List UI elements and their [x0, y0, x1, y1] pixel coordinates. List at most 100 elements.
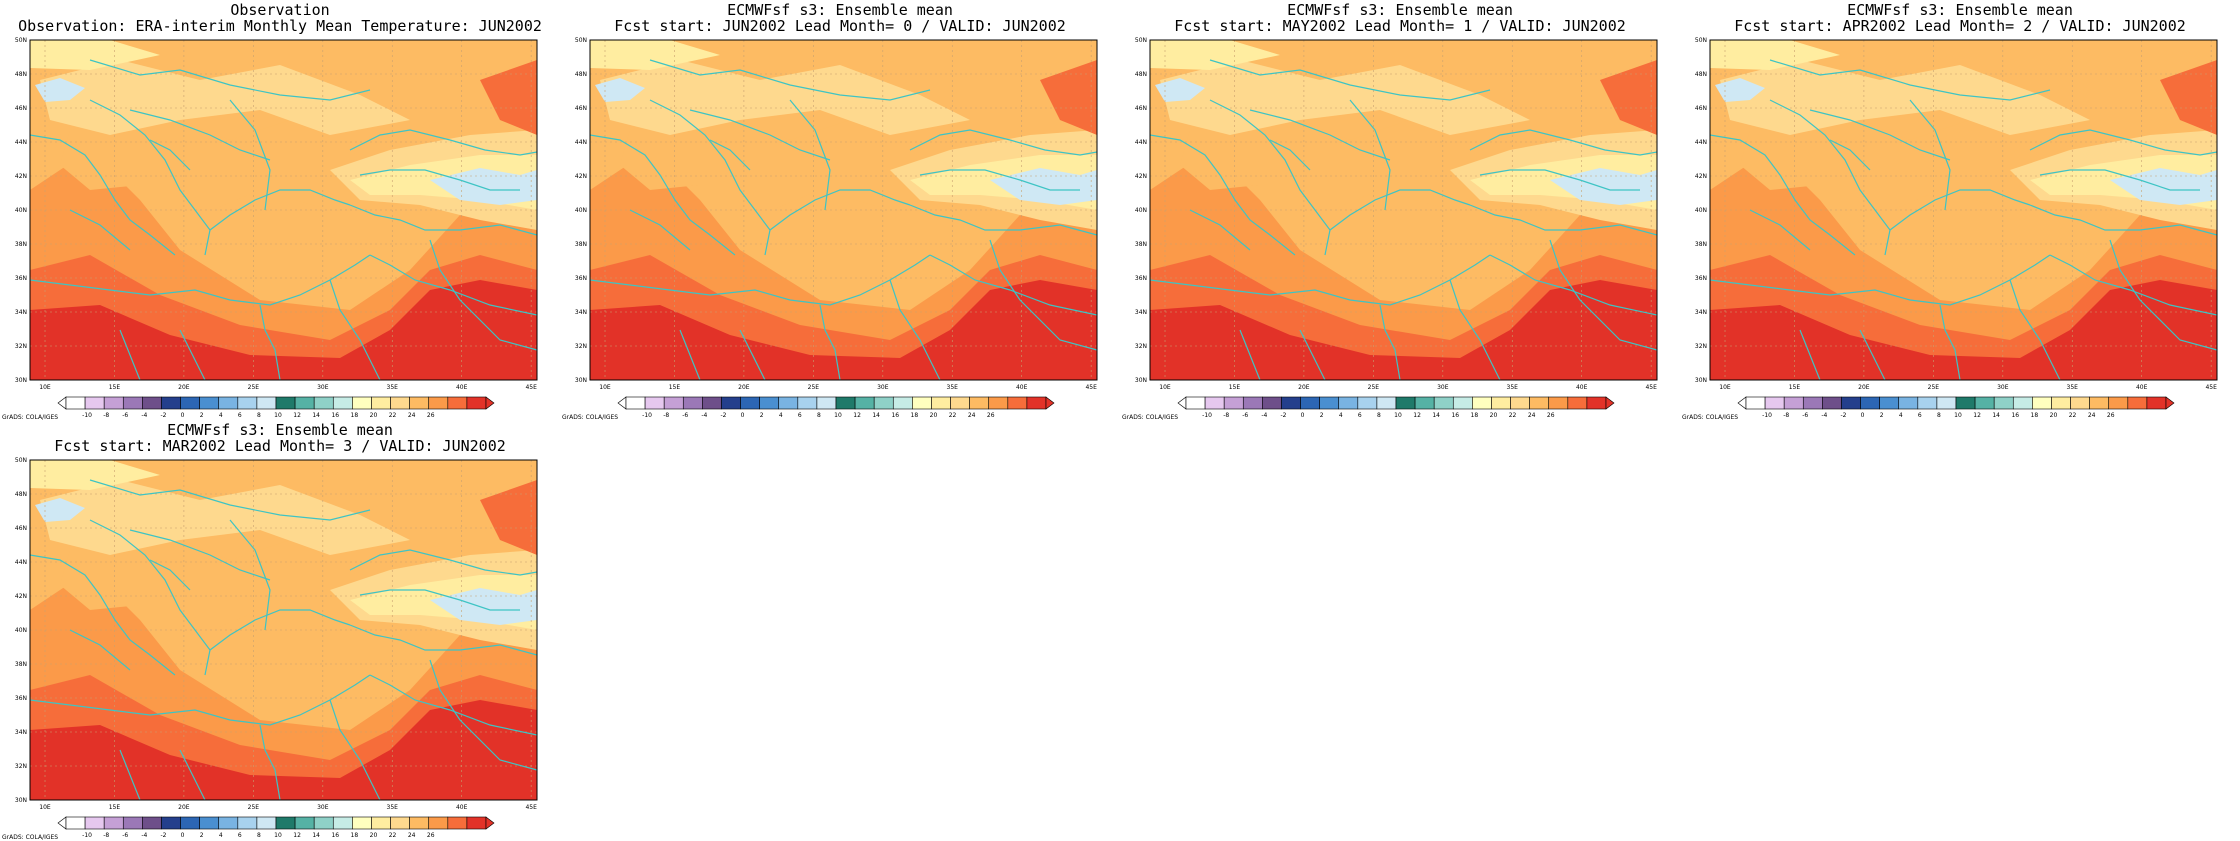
- coastline: [349, 624, 538, 656]
- lat-tick-label: 38N: [1695, 241, 1707, 248]
- coastline: [429, 659, 538, 771]
- colorbar-tick-label: 10: [274, 412, 282, 419]
- colorbar-tick-label: 20: [370, 832, 378, 839]
- colorbar-tick-label: -8: [663, 412, 669, 419]
- shaded-region: [2160, 60, 2217, 135]
- panel-title: ECMWFsf s3: Ensemble mean: [727, 1, 953, 19]
- coastline: [119, 749, 141, 801]
- colorbar-tick-label: 6: [798, 412, 802, 419]
- coastline: [129, 529, 271, 581]
- shaded-region: [30, 280, 537, 380]
- shaded-region: [2110, 168, 2217, 205]
- colorbar-tick-label: -6: [1802, 412, 1808, 419]
- colorbar-swatch: [1879, 396, 1900, 410]
- lat-tick-label: 36N: [1695, 275, 1707, 282]
- colorbar-swatch: [122, 396, 143, 410]
- colorbar-swatch: [237, 816, 258, 830]
- colorbar-tick-label: -6: [122, 832, 128, 839]
- coastline: [629, 209, 691, 251]
- lat-tick-label: 38N: [1135, 241, 1147, 248]
- coastline: [1709, 254, 2051, 306]
- shaded-region: [60, 530, 390, 635]
- lon-tick-label: 10E: [599, 384, 611, 391]
- coastline: [1209, 59, 1491, 101]
- colorbar-tick-label: 22: [949, 412, 957, 419]
- colorbar-tick-label: 10: [274, 832, 282, 839]
- coastline: [1479, 169, 1640, 191]
- coastline: [989, 239, 1098, 351]
- shaded-region: [620, 110, 950, 215]
- coastline: [1149, 254, 1491, 306]
- shaded-region: [1710, 280, 2217, 380]
- panel-subtitle: Fcst start: APR2002 Lead Month= 2 / VALI…: [1734, 17, 2186, 35]
- colorbar-tick-label: 4: [219, 412, 223, 419]
- colorbar-swatch: [682, 396, 703, 410]
- map-panel-5: ECMWFsf s3: Ensemble mean Fcst start: MAR…: [0, 420, 560, 841]
- colorbar-upper-arrow: [1605, 396, 1615, 410]
- colorbar-tick-label: 4: [1339, 412, 1343, 419]
- coastline: [89, 59, 371, 101]
- colorbar-tick-label: 20: [370, 412, 378, 419]
- colorbar-upper-arrow: [485, 816, 495, 830]
- coastline: [1239, 329, 1261, 381]
- colorbar-swatch: [1452, 396, 1473, 410]
- shaded-region: [595, 78, 645, 102]
- lon-tick-label: 45E: [1085, 384, 1097, 391]
- colorbar-swatch: [332, 396, 353, 410]
- shaded-region: [1150, 40, 1280, 70]
- shaded-region: [590, 280, 1097, 380]
- coastline: [149, 139, 191, 171]
- colorbar-tick-label: -8: [1783, 412, 1789, 419]
- colorbar-tick-label: -2: [1280, 412, 1286, 419]
- colorbar-tick-label: -10: [82, 412, 92, 419]
- coastline: [689, 109, 831, 161]
- colorbar-swatch: [1567, 396, 1588, 410]
- lat-tick-label: 36N: [15, 695, 27, 702]
- shaded-region: [40, 480, 410, 555]
- lon-tick-label: 40E: [2136, 384, 2148, 391]
- colorbar-tick-label: 10: [1394, 412, 1402, 419]
- lon-tick-label: 45E: [2205, 384, 2217, 391]
- colorbar-swatch: [294, 816, 315, 830]
- colorbar-tick-label: -2: [160, 412, 166, 419]
- colorbar-swatch: [740, 396, 760, 410]
- colorbar-tick-label: 2: [760, 412, 764, 419]
- coastline: [1329, 189, 1471, 231]
- colorbar-swatch: [237, 396, 258, 410]
- lon-tick-label: 25E: [808, 384, 820, 391]
- coastline: [1859, 329, 1886, 381]
- coastline: [1349, 99, 1391, 211]
- coastline: [819, 304, 841, 381]
- colorbar-swatch: [1822, 396, 1842, 410]
- lat-tick-label: 36N: [575, 275, 587, 282]
- coastline: [259, 304, 281, 381]
- colorbar-tick-label: 8: [1937, 412, 1941, 419]
- colorbar-swatch: [988, 396, 1009, 410]
- coastline: [329, 279, 381, 381]
- lat-tick-label: 48N: [15, 491, 27, 498]
- colorbar-swatch: [103, 396, 124, 410]
- coastline: [69, 629, 131, 671]
- colorbar-tick-label: 24: [2088, 412, 2096, 419]
- colorbar-tick-label: 24: [408, 832, 416, 839]
- colorbar-swatch: [1955, 396, 1976, 410]
- colorbar-tick-label: 14: [1992, 412, 2000, 419]
- colorbar-swatch: [1993, 396, 2014, 410]
- map-frame: [589, 39, 1098, 381]
- colorbar-lower-arrow: [617, 396, 627, 410]
- colorbar-swatch: [702, 396, 722, 410]
- colorbar-swatch: [2146, 396, 2167, 410]
- shaded-region: [30, 700, 537, 800]
- lon-tick-label: 15E: [109, 804, 121, 811]
- colorbar-swatch: [969, 396, 990, 410]
- colorbar-swatch: [84, 396, 105, 410]
- colorbar-tick-label: 12: [1413, 412, 1421, 419]
- lat-tick-label: 48N: [575, 71, 587, 78]
- coastline: [359, 169, 520, 191]
- colorbar-swatch: [1529, 396, 1550, 410]
- colorbar-tick-label: -8: [103, 412, 109, 419]
- lat-tick-label: 44N: [15, 559, 27, 566]
- lat-tick-label: 44N: [575, 139, 587, 146]
- lat-tick-label: 48N: [15, 71, 27, 78]
